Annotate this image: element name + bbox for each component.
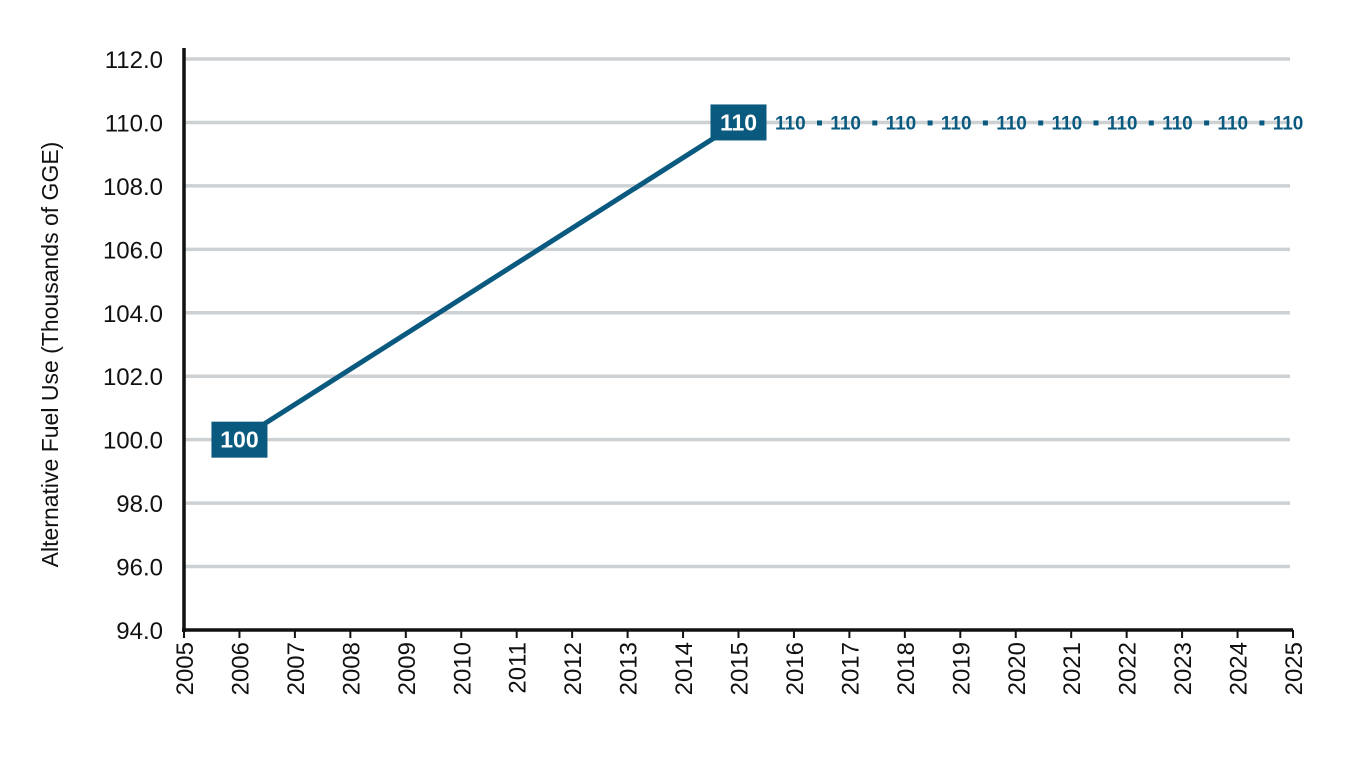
projection-label: 110 <box>1107 113 1138 134</box>
x-tick-label: 2010 <box>449 642 476 695</box>
x-tick-label: 2006 <box>227 642 254 695</box>
x-tick-label: 2013 <box>616 642 643 695</box>
point-label: 100 <box>211 421 268 458</box>
y-tick-label: 98.0 <box>116 491 163 518</box>
point-label-text: 100 <box>220 427 258 453</box>
series <box>236 119 741 443</box>
projection-label: 110 <box>1217 113 1248 134</box>
projection-label: 110 <box>1162 113 1193 134</box>
projection-label: 110 <box>1052 113 1083 134</box>
projection-separator <box>982 120 988 126</box>
x-tick-label: 2007 <box>283 642 310 695</box>
projection-separator <box>872 120 878 126</box>
y-tick-label: 108.0 <box>103 174 163 201</box>
projection-labels: 110 110 110 110 110 110 110 110 110 110 <box>775 113 1303 134</box>
projection-label: 110 <box>996 113 1027 134</box>
x-tick-label: 2009 <box>394 642 421 695</box>
y-tick-label: 102.0 <box>103 364 163 391</box>
x-tick-label: 2024 <box>1226 642 1253 695</box>
projection-label: 110 <box>886 113 917 134</box>
x-tick-label: 2022 <box>1115 642 1142 695</box>
gridlines <box>184 57 1290 569</box>
x-tick-label: 2016 <box>782 642 809 695</box>
projection-separator <box>817 120 822 126</box>
x-tick-labels: 2005 2006 2007 2008 2009 2010 2011 2012 2013 2014… <box>172 642 1308 695</box>
x-tick-label: 2015 <box>727 642 754 695</box>
projection-separator <box>1148 120 1154 126</box>
x-tick-label: 2014 <box>671 642 698 695</box>
projection-separator <box>927 120 933 126</box>
y-tick-label: 112.0 <box>105 47 163 74</box>
y-tick-label: 100.0 <box>103 428 163 455</box>
y-tick-label: 104.0 <box>103 301 163 328</box>
point-label-box <box>211 421 268 458</box>
projection-label: 110 <box>1273 113 1304 134</box>
x-tick-label: 2018 <box>893 642 920 695</box>
point-label-text: 110 <box>720 109 757 135</box>
y-tick-label: 110.0 <box>105 110 163 137</box>
x-tick-label: 2025 <box>1281 642 1308 695</box>
projection-separator <box>1038 120 1044 126</box>
y-axis-label: Alternative Fuel Use (Thousands of GGE) <box>37 142 63 568</box>
x-tick-label: 2021 <box>1059 642 1086 695</box>
x-tick-label: 2011 <box>505 642 532 694</box>
x-tick-label: 2017 <box>837 642 864 695</box>
x-tick-label: 2020 <box>1004 642 1031 695</box>
y-tick-label: 106.0 <box>103 237 163 264</box>
x-tick-label: 2008 <box>338 642 365 695</box>
projection-separator <box>1093 120 1099 126</box>
point-labels: 100 110 <box>211 104 767 458</box>
series-line <box>236 119 741 443</box>
projection-separator <box>1259 120 1265 126</box>
x-tick-label: 2019 <box>948 642 975 695</box>
x-tick-label: 2012 <box>560 642 587 695</box>
axes <box>182 48 1294 638</box>
projection-separator <box>1204 120 1210 126</box>
point-label: 110 <box>710 104 767 141</box>
x-tick-label: 2023 <box>1170 642 1197 695</box>
projection-label: 110 <box>941 113 972 134</box>
y-tick-labels: 94.0 96.0 98.0 100.0 102.0 104.0 106.0 108.0 110… <box>103 47 163 645</box>
projection-label: 110 <box>775 113 806 134</box>
y-tick-label: 94.0 <box>116 618 163 645</box>
x-tick-label: 2005 <box>172 642 199 695</box>
point-label-box <box>710 104 767 141</box>
projection-label: 110 <box>830 113 861 134</box>
y-tick-label: 96.0 <box>116 555 163 582</box>
